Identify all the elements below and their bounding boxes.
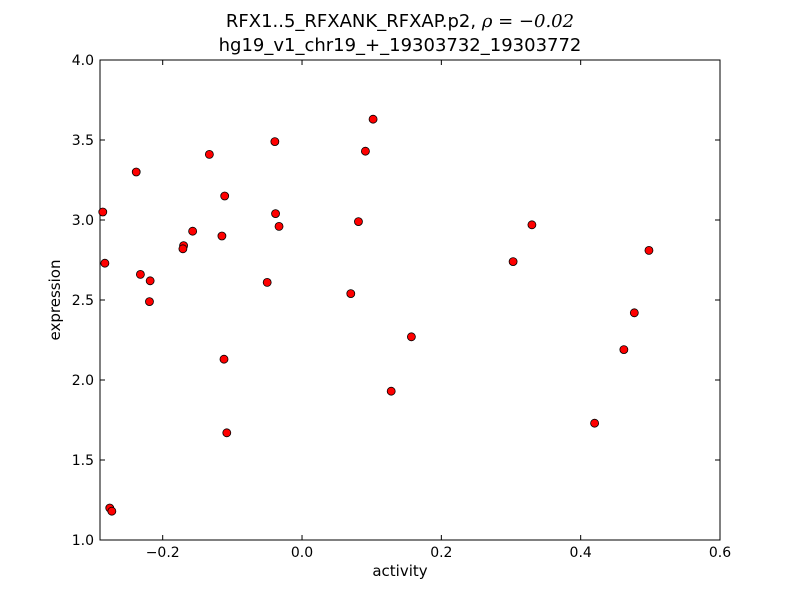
plot-frame [99,59,721,541]
data-point [145,276,155,286]
data-point [188,226,198,236]
data-point [508,257,518,267]
data-point [354,217,363,227]
y-axis-label: expression [46,259,64,341]
data-point [145,297,154,307]
y-tick-label: 1.0 [72,533,94,549]
data-point [98,207,108,217]
chart-title-gene: RFX1..5_RFXANK_RFXAP.p2, [225,11,482,32]
data-point [220,191,230,201]
chart-title-line-1: RFX1..5_RFXANK_RFXAP.p2, ρ = −0.02 [0,11,800,32]
data-point [274,221,284,231]
x-axis-label: activity [372,562,428,580]
x-tick-label: 0.4 [570,545,592,561]
data-point [107,506,117,516]
data-point [204,149,214,159]
data-point [406,332,416,342]
data-point [346,289,356,299]
x-tick-label: 0.6 [709,545,731,561]
y-tick-label: 3.5 [72,133,94,149]
data-point [644,245,654,255]
data-point [219,354,229,364]
data-point [386,386,396,396]
data-point [527,220,537,230]
data-point [100,258,110,268]
y-tick-label: 4.0 [72,53,94,69]
data-point [619,345,629,355]
data-point [368,114,378,124]
y-tick-label: 2.5 [72,293,94,309]
data-point [271,209,280,219]
data-point [178,244,188,254]
data-point [131,167,141,177]
chart-title-line-2: hg19_v1_chr19_+_19303732_19303772 [218,35,582,56]
data-point [136,269,145,279]
data-point [217,231,227,241]
data-point [629,308,639,318]
data-point [361,146,370,156]
y-tick-label: 1.5 [72,453,94,469]
x-tick-label: 0.0 [291,545,313,561]
x-tick-label: −0.2 [146,545,180,561]
y-tick-label: 2.0 [72,373,94,389]
y-tick-label: 3.0 [72,213,94,229]
chart-title-rho: ρ = −0.02 [481,11,575,32]
data-point [590,418,600,428]
data-point [270,137,280,147]
data-point [262,277,272,287]
data-point [222,428,232,438]
x-tick-label: 0.2 [430,545,452,561]
